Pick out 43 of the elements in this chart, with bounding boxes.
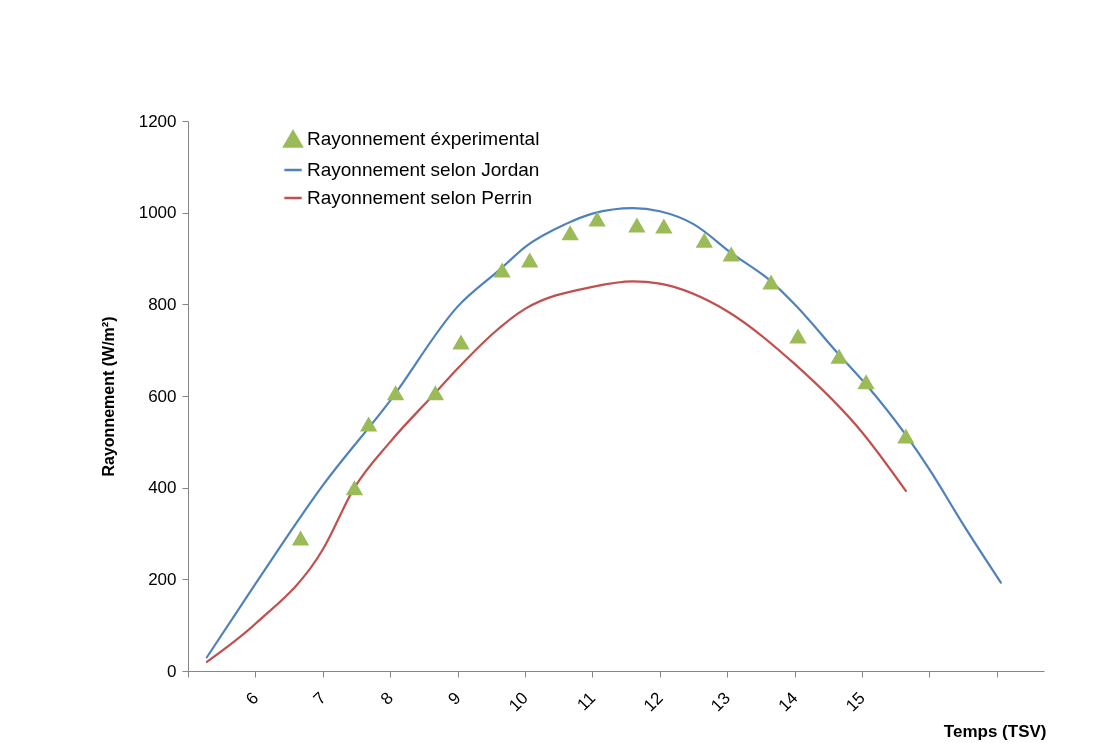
legend-label: Rayonnement selon Perrin <box>307 187 532 208</box>
point <box>452 334 470 350</box>
point <box>628 217 646 233</box>
x-tick-label: 14 <box>774 688 802 716</box>
y-tick-label: 400 <box>148 478 177 498</box>
x-tick-label: 7 <box>309 688 330 709</box>
x-tick-label: 12 <box>639 688 667 716</box>
point <box>897 428 915 444</box>
x-tick-label: 11 <box>573 688 600 715</box>
point <box>789 328 807 344</box>
point <box>345 480 364 496</box>
x-tick-label: 13 <box>707 688 735 716</box>
line-series <box>205 280 907 663</box>
x-tick-label: 9 <box>444 688 465 709</box>
line-series <box>205 206 1002 659</box>
point <box>695 232 713 248</box>
x-axis-title: Temps (TSV) <box>943 721 1047 741</box>
x-tick-label: 10 <box>505 688 532 716</box>
point <box>762 274 780 290</box>
x-tick-label: 6 <box>242 688 263 709</box>
y-axis-title: Rayonnement (W/m²) <box>99 316 117 477</box>
point <box>386 385 405 401</box>
x-tick-label: 8 <box>376 688 398 709</box>
y-tick-label: 200 <box>148 569 177 589</box>
y-tick-label: 0 <box>167 661 177 681</box>
point <box>722 246 740 262</box>
y-tick-label: 1200 <box>138 111 177 131</box>
y-tick-label: 600 <box>148 386 177 406</box>
legend-label: Rayonnement selon Jordan <box>307 159 540 180</box>
point <box>655 218 673 234</box>
point <box>588 211 606 227</box>
point <box>830 348 848 364</box>
point <box>493 262 511 278</box>
point <box>561 225 579 241</box>
point <box>857 374 875 390</box>
point <box>426 385 445 401</box>
point <box>359 416 378 432</box>
y-tick-label: 800 <box>148 294 177 314</box>
x-tick-label: 15 <box>842 688 869 716</box>
legend-label: Rayonnement éxperimental <box>307 128 540 149</box>
point <box>291 530 310 546</box>
point <box>521 252 539 268</box>
y-tick-label: 1000 <box>138 203 177 223</box>
